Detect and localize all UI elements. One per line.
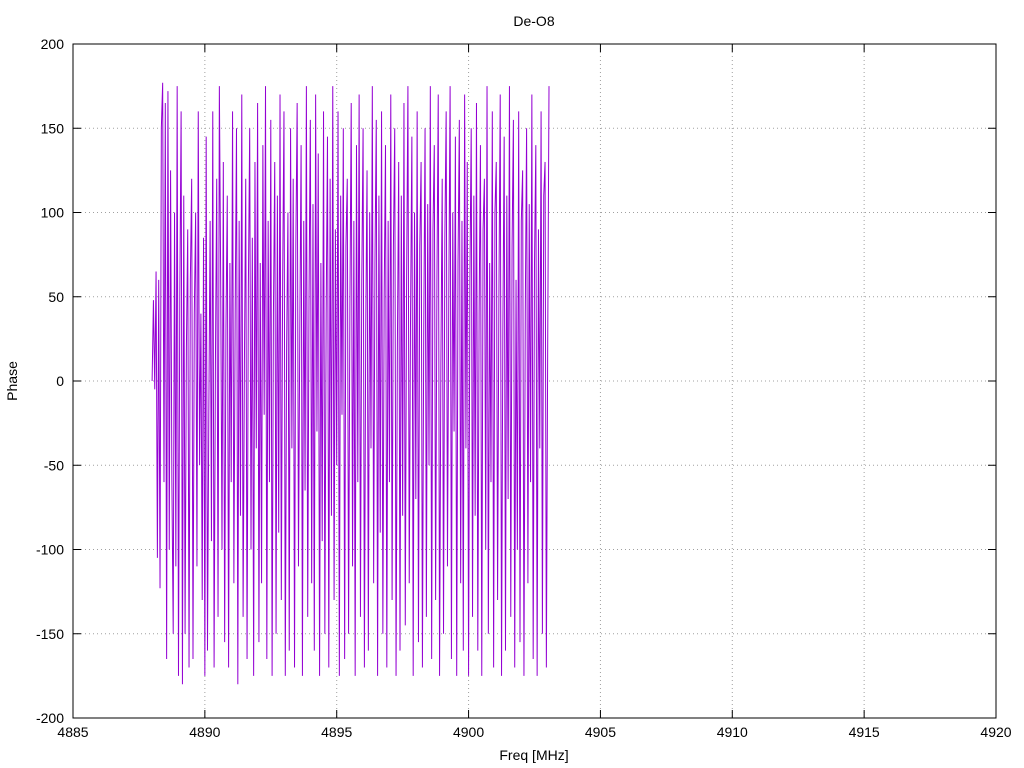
axis-ticks <box>72 43 997 719</box>
y-axis-label: Phase <box>4 361 20 401</box>
y-tick-label: 0 <box>56 373 64 389</box>
x-tick-label: 4900 <box>453 724 484 740</box>
y-tick-label: 100 <box>41 205 65 221</box>
y-tick-label: -50 <box>44 457 64 473</box>
chart-title: De-O8 <box>513 13 554 29</box>
x-tick-label: 4920 <box>980 724 1011 740</box>
x-tick-label: 4905 <box>585 724 616 740</box>
x-tick-label: 4890 <box>189 724 220 740</box>
y-tick-label: -150 <box>36 626 64 642</box>
x-tick-label: 4885 <box>57 724 88 740</box>
x-tick-label: 4910 <box>717 724 748 740</box>
y-tick-label: 50 <box>48 289 64 305</box>
x-axis-label: Freq [MHz] <box>499 747 568 763</box>
phase-series-line <box>151 82 550 685</box>
x-tick-label: 4895 <box>321 724 352 740</box>
tick-labels: 4885 4890 4895 4900 4905 4910 4915 4920 -200 -150… <box>36 36 1012 740</box>
y-tick-label: -200 <box>36 710 64 726</box>
series-group <box>151 82 550 685</box>
x-tick-label: 4915 <box>849 724 880 740</box>
y-tick-label: 200 <box>41 36 65 52</box>
y-tick-label: 150 <box>41 120 65 136</box>
y-tick-label: -100 <box>36 542 64 558</box>
